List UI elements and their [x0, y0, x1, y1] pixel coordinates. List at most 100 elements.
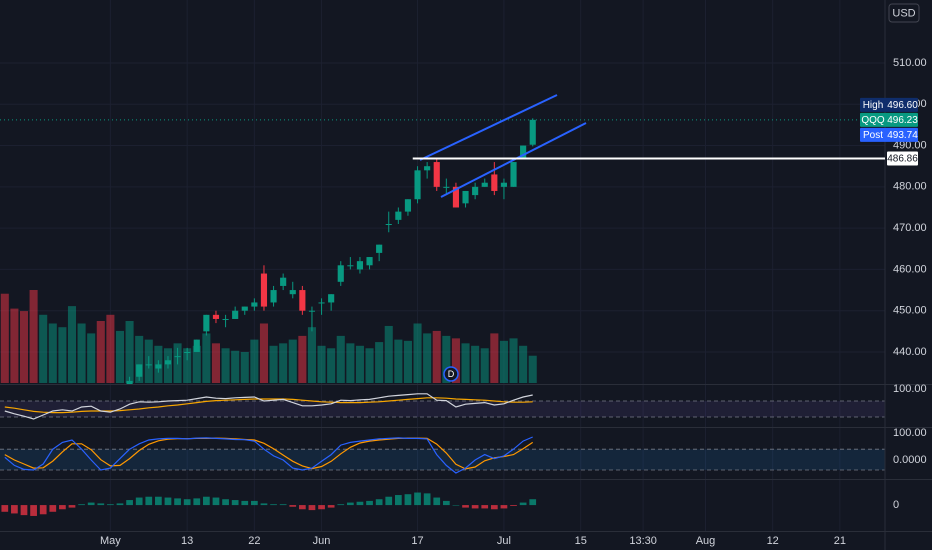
- y-tick-label: 470.00: [893, 222, 927, 234]
- macd-bar: [462, 505, 469, 508]
- x-tick-label: 17: [411, 535, 423, 547]
- candle-body: [155, 364, 162, 369]
- candle-body: [145, 364, 152, 366]
- macd-bar: [107, 504, 114, 506]
- x-tick-label: 13: [181, 535, 193, 547]
- volume-bar: [39, 314, 48, 383]
- level-label: 486.86: [887, 154, 918, 165]
- volume-bar: [221, 348, 230, 383]
- currency-button[interactable]: [888, 3, 920, 23]
- volume-bar: [0, 293, 9, 383]
- macd-bar: [375, 499, 383, 506]
- rsi-ma-line: [4, 397, 533, 414]
- price-label-name: High: [863, 100, 884, 111]
- price-label-value: 496.23: [887, 115, 918, 126]
- price-label-name: Post: [863, 130, 883, 141]
- macd-bar: [519, 502, 527, 506]
- candle-body: [366, 257, 373, 266]
- volume-bar: [19, 311, 29, 383]
- volume-bar: [288, 339, 297, 383]
- pane-tick-label: 0.0000: [893, 454, 927, 466]
- macd-bar: [366, 500, 373, 506]
- level-label-box: [887, 151, 918, 166]
- macd-bar: [212, 497, 220, 506]
- candle-body: [424, 166, 431, 171]
- volume-bar: [77, 323, 86, 383]
- x-tick-label: Jun: [313, 535, 331, 547]
- macd-bar: [174, 498, 181, 506]
- candle-body: [136, 364, 143, 377]
- volume-bar: [423, 333, 432, 383]
- volume-bar: [509, 338, 518, 383]
- y-tick-label: 480.00: [893, 181, 927, 193]
- volume-bar: [48, 323, 57, 383]
- macd-bar: [68, 505, 76, 508]
- x-tick-label: 21: [834, 535, 846, 547]
- candle-body: [164, 360, 172, 365]
- volume-bar: [471, 345, 480, 383]
- candle-body: [126, 380, 133, 384]
- macd-bar: [39, 505, 47, 515]
- candle-body: [232, 310, 239, 319]
- x-tick-label: 12: [767, 535, 779, 547]
- currency-label[interactable]: USD: [892, 7, 915, 19]
- macd-bar: [145, 496, 153, 506]
- volume-bar: [96, 321, 105, 383]
- macd-bar: [298, 505, 306, 510]
- macd-bar: [356, 501, 364, 506]
- candle-body: [385, 224, 392, 225]
- candle-body: [491, 174, 498, 191]
- volume-bar: [480, 348, 489, 383]
- candle-body: [347, 265, 354, 267]
- candle-body: [203, 314, 210, 332]
- macd-bar: [327, 505, 335, 508]
- macd-bar: [337, 504, 345, 506]
- y-tick-label: 440.00: [893, 346, 927, 358]
- volume-bar: [307, 327, 316, 383]
- candle-body: [184, 352, 191, 353]
- y-tick-label: 460.00: [893, 263, 927, 275]
- band-fill: [0, 401, 885, 417]
- candle-body: [270, 290, 277, 303]
- oscillator-d-line: [4, 437, 534, 470]
- macd-bar: [289, 505, 297, 507]
- macd-bar: [471, 505, 479, 509]
- volume-bar: [58, 327, 67, 383]
- volume-bar: [394, 339, 403, 383]
- oscillator-pane: [0, 436, 885, 474]
- candle-body: [520, 145, 527, 158]
- macd-bar: [97, 503, 105, 506]
- macd-bar: [183, 499, 191, 506]
- macd-bar: [481, 505, 489, 509]
- macd-bar: [135, 497, 143, 506]
- candle-body: [193, 339, 200, 352]
- macd-bar: [404, 494, 412, 506]
- x-tick-label: 15: [575, 535, 587, 547]
- macd-bar: [423, 493, 431, 506]
- macd-bar: [203, 496, 210, 506]
- macd-bar: [433, 497, 441, 506]
- candle-body: [280, 277, 287, 286]
- macd-bar: [279, 504, 287, 506]
- volume-bar: [115, 330, 125, 383]
- candle-body: [443, 186, 450, 188]
- candle-body: [222, 318, 229, 320]
- candle-body: [462, 190, 469, 204]
- x-tick-label: May: [100, 535, 121, 547]
- x-tick-label: 13:30: [629, 535, 657, 547]
- price-label-value: 493.74: [887, 130, 918, 141]
- macd-bar: [260, 503, 268, 506]
- candle-body: [260, 273, 268, 307]
- candle-body: [376, 244, 383, 253]
- volume-bar: [192, 345, 201, 383]
- candle-body: [299, 290, 306, 311]
- volume-bar: [499, 340, 508, 383]
- volume-bar: [211, 343, 221, 383]
- volume-bar: [403, 340, 412, 383]
- candle-body: [529, 119, 536, 145]
- volume-bar: [442, 335, 451, 383]
- candle-body: [452, 186, 460, 208]
- candle-body: [500, 182, 508, 187]
- y-tick-label: 450.00: [893, 305, 927, 317]
